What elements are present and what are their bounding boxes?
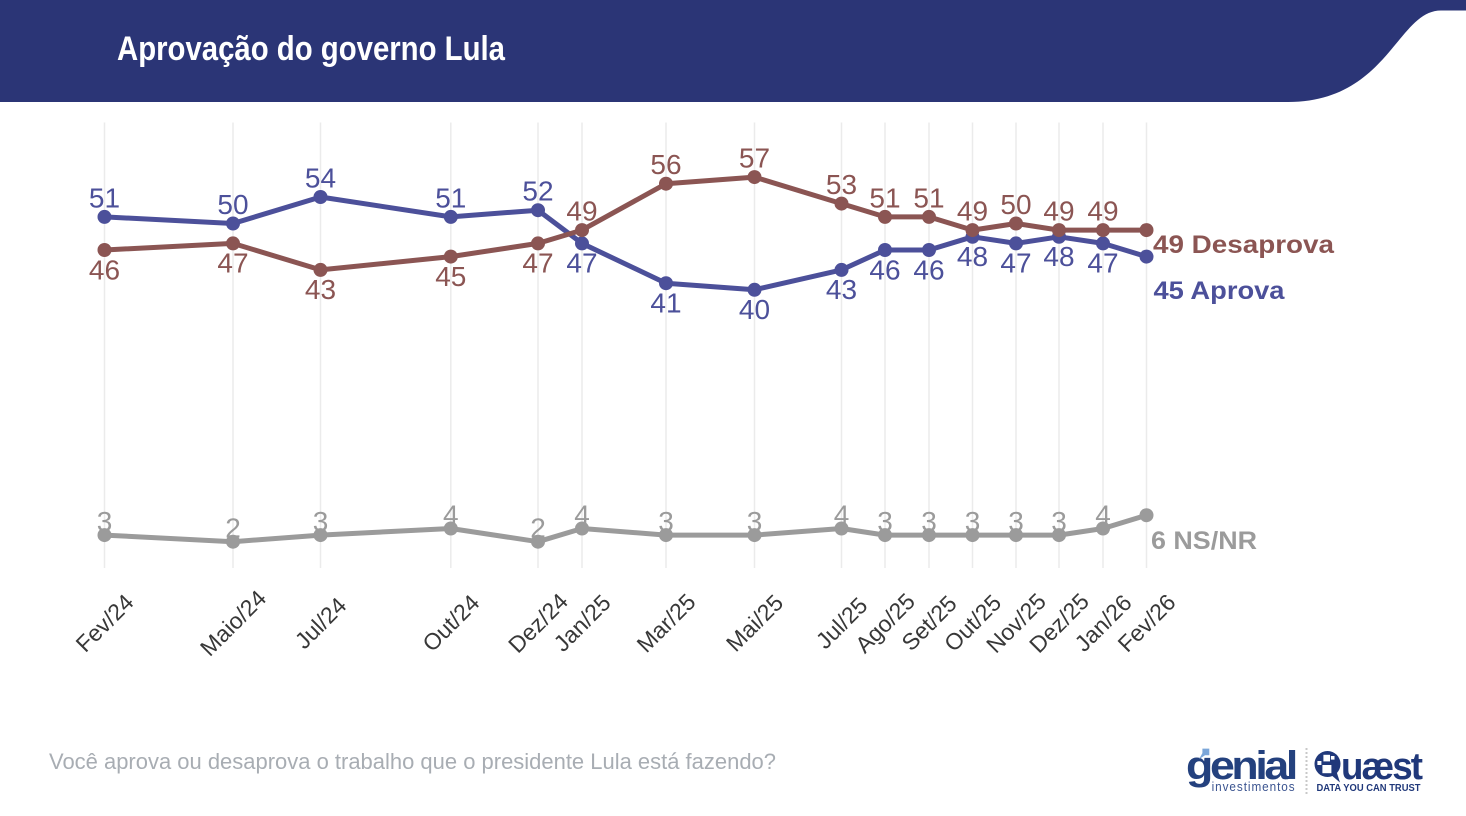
svg-text:investimentos: investimentos — [1212, 780, 1296, 794]
svg-text:DATA YOU CAN TRUST: DATA YOU CAN TRUST — [1317, 783, 1421, 794]
svg-text:51: 51 — [913, 182, 944, 213]
svg-text:48: 48 — [957, 241, 988, 272]
svg-text:51: 51 — [89, 182, 120, 213]
svg-text:53: 53 — [826, 169, 857, 200]
svg-text:47: 47 — [217, 248, 248, 279]
svg-text:47: 47 — [1087, 248, 1118, 279]
svg-text:54: 54 — [305, 163, 336, 194]
svg-text:40: 40 — [739, 294, 770, 325]
svg-text:49: 49 — [957, 196, 988, 227]
svg-text:56: 56 — [650, 149, 681, 180]
svg-text:43: 43 — [826, 274, 857, 305]
svg-text:43: 43 — [305, 274, 336, 305]
svg-text:47: 47 — [1000, 248, 1031, 279]
svg-text:Aprovação do governo Lula: Aprovação do governo Lula — [117, 30, 506, 68]
svg-text:41: 41 — [650, 288, 681, 319]
svg-text:46: 46 — [869, 254, 900, 285]
svg-text:52: 52 — [522, 176, 553, 207]
svg-text:45 Aprova: 45 Aprova — [1154, 277, 1286, 305]
svg-text:uæst: uæst — [1341, 746, 1423, 788]
svg-text:48: 48 — [1043, 241, 1074, 272]
svg-text:49: 49 — [1043, 196, 1074, 227]
svg-text:49: 49 — [1087, 196, 1118, 227]
svg-text:Você aprova ou desaprova o tra: Você aprova ou desaprova o trabalho que … — [49, 749, 776, 774]
svg-text:6 NS/NR: 6 NS/NR — [1151, 527, 1257, 555]
svg-text:50: 50 — [1000, 189, 1031, 220]
svg-text:57: 57 — [739, 143, 770, 174]
svg-text:51: 51 — [435, 182, 466, 213]
svg-text:49: 49 — [566, 196, 597, 227]
svg-text:50: 50 — [217, 189, 248, 220]
svg-text:51: 51 — [869, 182, 900, 213]
svg-text:47: 47 — [566, 248, 597, 279]
svg-text:46: 46 — [89, 254, 120, 285]
svg-text:49 Desaprova: 49 Desaprova — [1153, 231, 1335, 259]
svg-text:47: 47 — [522, 248, 553, 279]
svg-text:46: 46 — [913, 254, 944, 285]
svg-text:45: 45 — [435, 261, 466, 292]
